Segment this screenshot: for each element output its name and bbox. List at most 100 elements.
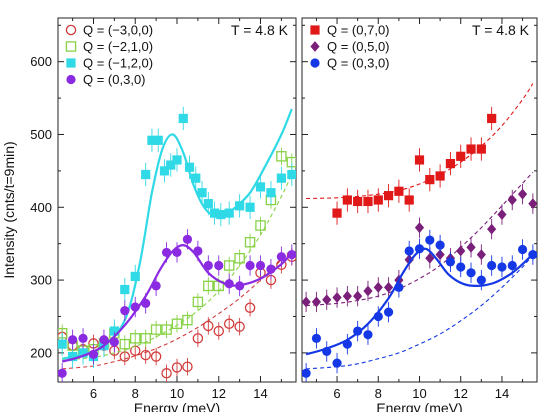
x-tick-label: 6 [90, 386, 97, 401]
data-point [150, 351, 162, 362]
data-point [78, 348, 88, 358]
data-point [203, 260, 213, 271]
plot-area [58, 106, 296, 382]
data-point [197, 188, 207, 198]
data-point [99, 335, 109, 345]
data-point [68, 351, 78, 362]
data-point [332, 292, 342, 303]
data-point [203, 280, 214, 292]
data-point [184, 162, 195, 172]
data-point [58, 368, 67, 378]
data-point [88, 349, 99, 359]
data-point [58, 339, 67, 349]
data-point [302, 368, 311, 378]
legend-label: Q = (0,3,0) [83, 72, 146, 87]
legend-label: Q = (0,7,0) [327, 23, 390, 38]
data-point [224, 208, 234, 218]
plot-area [302, 83, 537, 382]
data-point [203, 199, 213, 209]
y-tick-label: 300 [30, 273, 52, 288]
x-tick-label: 14 [253, 386, 267, 401]
data-point [216, 209, 226, 220]
x-tick-label: 8 [132, 386, 139, 401]
left-panel: 6 8 10 12 14 200 300 400 500 600 Energy (meV) Q = (… [30, 17, 297, 412]
data-point [476, 144, 486, 154]
data-point [456, 245, 466, 257]
data-point [266, 264, 276, 274]
temperature-label: T = 4.8 K [472, 22, 530, 38]
data-point [153, 135, 163, 145]
data-point [404, 246, 414, 256]
x-tick-label: 10 [170, 386, 184, 401]
data-point [425, 175, 435, 185]
data-point [466, 268, 476, 278]
x-tick-label: 8 [375, 386, 382, 401]
data-point [159, 166, 170, 176]
data-point [129, 333, 141, 344]
data-point [311, 296, 322, 308]
legend-marker [310, 25, 320, 35]
data-point [171, 318, 183, 330]
legend-label: Q = (0,3,0) [327, 56, 390, 71]
data-point [414, 222, 425, 234]
legend-marker [66, 74, 76, 85]
data-point [287, 169, 296, 180]
data-point [476, 275, 486, 285]
data-point [120, 284, 130, 295]
x-tick-label: 12 [212, 386, 226, 401]
data-point [497, 209, 507, 220]
data-point [161, 368, 172, 379]
data-point [276, 252, 286, 262]
data-point [383, 191, 394, 201]
data-point [161, 247, 172, 258]
data-point [130, 302, 140, 312]
data-point [255, 182, 266, 192]
fit-curve [306, 171, 534, 307]
x-tick-label: 12 [453, 386, 467, 401]
data-point [425, 235, 435, 245]
data-point [235, 281, 245, 291]
data-point [435, 240, 445, 250]
data-point [166, 160, 176, 170]
data-point [140, 349, 151, 361]
y-axis-label: Intensity (cnts/t=9min) [1, 141, 17, 278]
data-point [203, 320, 214, 332]
x-tick-label: 14 [495, 386, 509, 401]
data-point [373, 311, 383, 322]
y-tick-label: 500 [30, 127, 52, 142]
data-point [507, 194, 517, 206]
data-point [234, 252, 245, 264]
data-point [394, 186, 404, 196]
legend-marker [65, 24, 77, 36]
data-point [209, 208, 220, 218]
data-point [353, 196, 363, 207]
data-point [276, 173, 286, 183]
data-point [119, 338, 131, 350]
data-point [109, 337, 119, 347]
data-point [342, 195, 352, 205]
data-point [193, 246, 203, 256]
data-point [487, 113, 497, 124]
data-point [244, 302, 256, 313]
data-point [414, 155, 425, 165]
data-point [234, 321, 245, 332]
data-point [476, 249, 486, 260]
data-point [224, 279, 234, 289]
legend-marker [65, 41, 77, 52]
data-point [332, 358, 342, 368]
data-point [172, 247, 182, 258]
data-point [373, 195, 383, 205]
data-point [383, 307, 394, 317]
temperature-label: T = 4.8 K [231, 22, 289, 38]
data-point [192, 296, 204, 308]
data-point [161, 324, 172, 335]
y-tick-label: 400 [30, 200, 52, 215]
data-point [266, 188, 276, 198]
data-point [182, 234, 193, 244]
data-point [322, 294, 332, 306]
right-panel: 6 8 10 12 14 Energy (meV) Q = (0,7,0)Q = (0,5,… [301, 17, 538, 412]
legend-marker [310, 41, 320, 52]
data-point [182, 361, 193, 372]
legend-label: Q = (−3,0,0) [83, 23, 153, 38]
